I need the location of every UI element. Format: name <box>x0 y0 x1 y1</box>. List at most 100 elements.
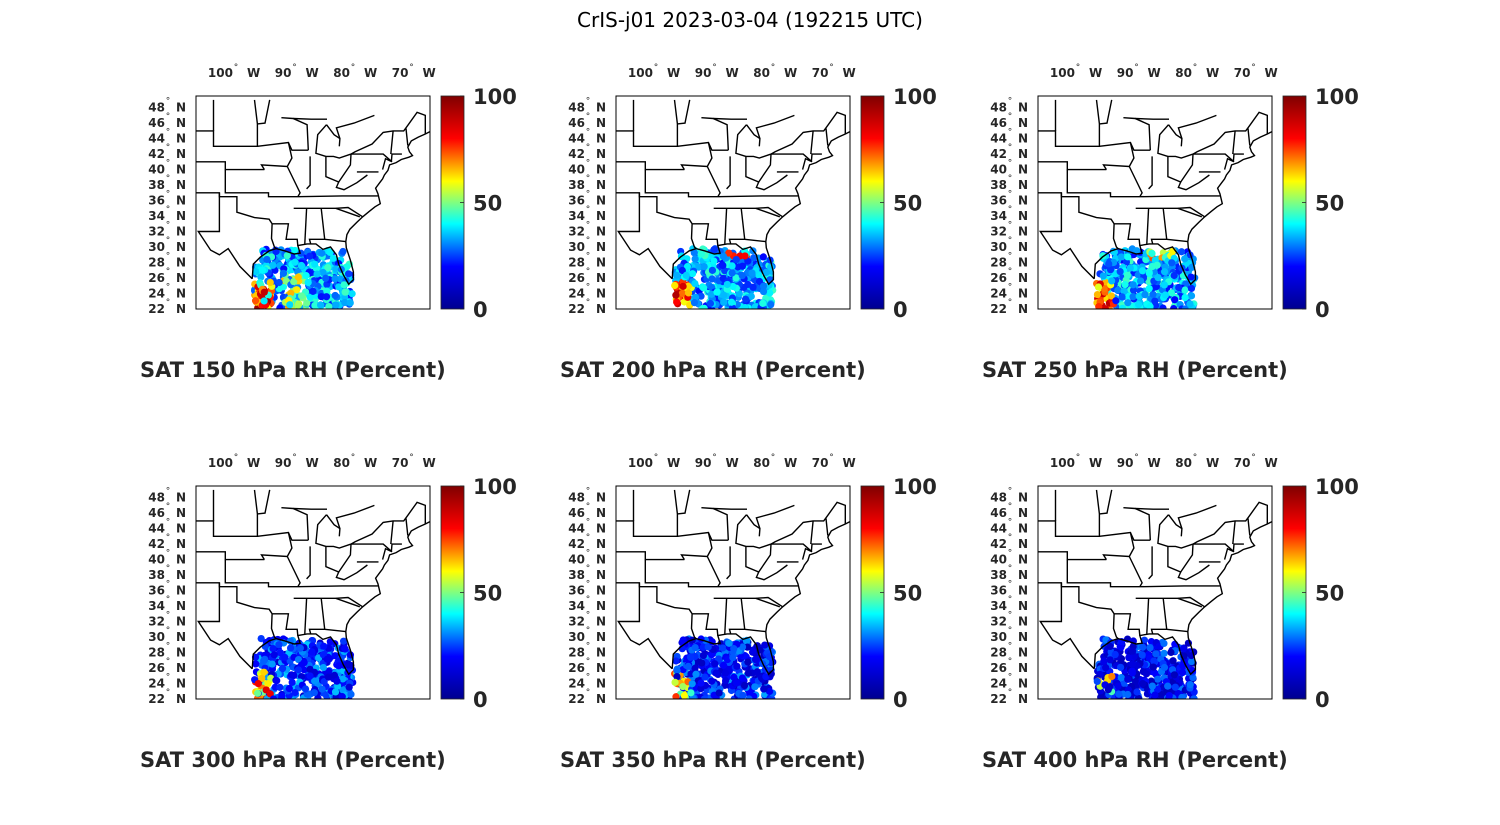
state-boundary <box>335 564 368 581</box>
state-boundary <box>1167 543 1194 549</box>
state-boundary <box>1038 161 1107 171</box>
lat-hemisphere-label: N <box>1018 661 1028 675</box>
degree-symbol: ° <box>586 159 591 169</box>
degree-symbol: ° <box>1008 252 1013 262</box>
rh-point <box>1187 273 1195 281</box>
rh-point <box>323 655 331 663</box>
rh-point <box>263 255 271 264</box>
lat-tick-label: 26 <box>568 661 585 675</box>
colorbar-tick-label: 50 <box>893 582 922 606</box>
rh-point <box>692 670 700 678</box>
rh-point <box>1151 297 1159 305</box>
rh-point <box>1178 669 1187 677</box>
state-boundary <box>810 543 822 552</box>
state-boundary <box>701 507 729 541</box>
rh-point <box>738 262 746 270</box>
panel-label: SAT 200 hPa RH (Percent) <box>560 358 866 382</box>
rh-point <box>691 255 699 263</box>
lat-tick-label: 44 <box>990 522 1007 536</box>
map-panel: 100 ° W 90 ° W 80 ° W 70 ° W 48 ° N 46 ° N 44 ° N 42 ° N 40 ° N 38 °… <box>140 63 517 388</box>
lat-hemisphere-label: N <box>176 506 186 520</box>
lat-tick-label: 40 <box>990 553 1007 567</box>
degree-symbol: ° <box>166 688 171 698</box>
rh-point <box>761 641 769 649</box>
lat-hemisphere-label: N <box>1018 692 1028 706</box>
lat-tick-label: 28 <box>148 646 165 660</box>
lat-hemisphere-label: N <box>176 256 186 270</box>
state-boundary <box>405 128 409 146</box>
state-boundary <box>335 174 368 191</box>
rh-point <box>1187 284 1196 293</box>
rh-point <box>1117 663 1125 671</box>
rh-point <box>744 280 752 289</box>
lat-hemisphere-label: N <box>596 615 606 629</box>
state-boundary <box>616 551 685 561</box>
state-boundary <box>1157 124 1170 158</box>
state-boundary <box>1177 114 1217 139</box>
lat-hemisphere-label: N <box>1018 615 1028 629</box>
lat-tick-label: 24 <box>568 287 585 301</box>
lat-tick-label: 22 <box>568 302 585 316</box>
map-area <box>1038 486 1272 699</box>
rh-point <box>732 255 740 264</box>
rh-point <box>730 645 738 653</box>
degree-symbol: ° <box>166 673 171 683</box>
lat-hemisphere-label: N <box>1018 271 1028 285</box>
lon-tick-label: 70 <box>1234 66 1251 80</box>
lon-hemisphere-label: W <box>1147 456 1160 470</box>
state-boundary <box>1038 551 1107 561</box>
rh-point <box>279 269 288 277</box>
degree-symbol: ° <box>586 283 591 293</box>
rh-point <box>320 642 328 650</box>
rh-point <box>767 670 775 678</box>
state-boundary <box>692 223 719 246</box>
rh-point <box>269 695 278 699</box>
degree-symbol: ° <box>166 159 171 169</box>
rh-point <box>1186 300 1194 308</box>
colorbar-tick-label: 0 <box>473 298 488 322</box>
lat-hemisphere-label: N <box>1018 491 1028 505</box>
rh-point <box>1112 297 1120 305</box>
state-boundary <box>690 223 697 250</box>
degree-symbol: ° <box>1008 487 1013 497</box>
rh-point <box>1128 669 1136 677</box>
rh-point <box>1145 269 1153 277</box>
state-boundary <box>1099 531 1151 541</box>
degree-symbol: ° <box>166 205 171 215</box>
rh-point <box>1138 651 1146 659</box>
colorbar-tick-label: 50 <box>893 192 922 216</box>
lon-hemisphere-label: W <box>364 66 377 80</box>
state-boundary <box>1099 99 1113 125</box>
degree-symbol: ° <box>829 63 834 73</box>
rh-point <box>1153 261 1161 269</box>
rh-point <box>251 297 260 305</box>
rh-point <box>270 651 278 659</box>
rh-swath <box>671 635 777 699</box>
lat-tick-label: 26 <box>990 271 1007 285</box>
state-boundary <box>644 559 798 588</box>
rh-point <box>766 289 774 297</box>
rh-point <box>1094 283 1103 291</box>
degree-symbol: ° <box>166 502 171 512</box>
lat-tick-label: 48 <box>148 491 165 505</box>
rh-point <box>258 266 267 274</box>
degree-symbol: ° <box>586 502 591 512</box>
state-boundary <box>771 543 813 560</box>
state-boundary <box>308 208 326 245</box>
degree-symbol: ° <box>1193 453 1198 463</box>
rh-point <box>728 269 736 277</box>
state-boundary <box>281 117 309 151</box>
lat-tick-label: 44 <box>568 132 585 146</box>
rh-point <box>733 662 741 670</box>
state-boundary <box>1232 543 1244 552</box>
state-boundary <box>390 543 402 552</box>
panel-label: SAT 350 hPa RH (Percent) <box>560 748 866 772</box>
state-boundary <box>325 153 352 159</box>
degree-symbol: ° <box>166 657 171 667</box>
rh-point <box>1115 690 1123 698</box>
lat-tick-label: 42 <box>568 537 585 551</box>
state-boundary <box>728 208 746 245</box>
lat-hemisphere-label: N <box>176 661 186 675</box>
rh-point <box>1100 657 1108 665</box>
lat-hemisphere-label: N <box>1018 646 1028 660</box>
